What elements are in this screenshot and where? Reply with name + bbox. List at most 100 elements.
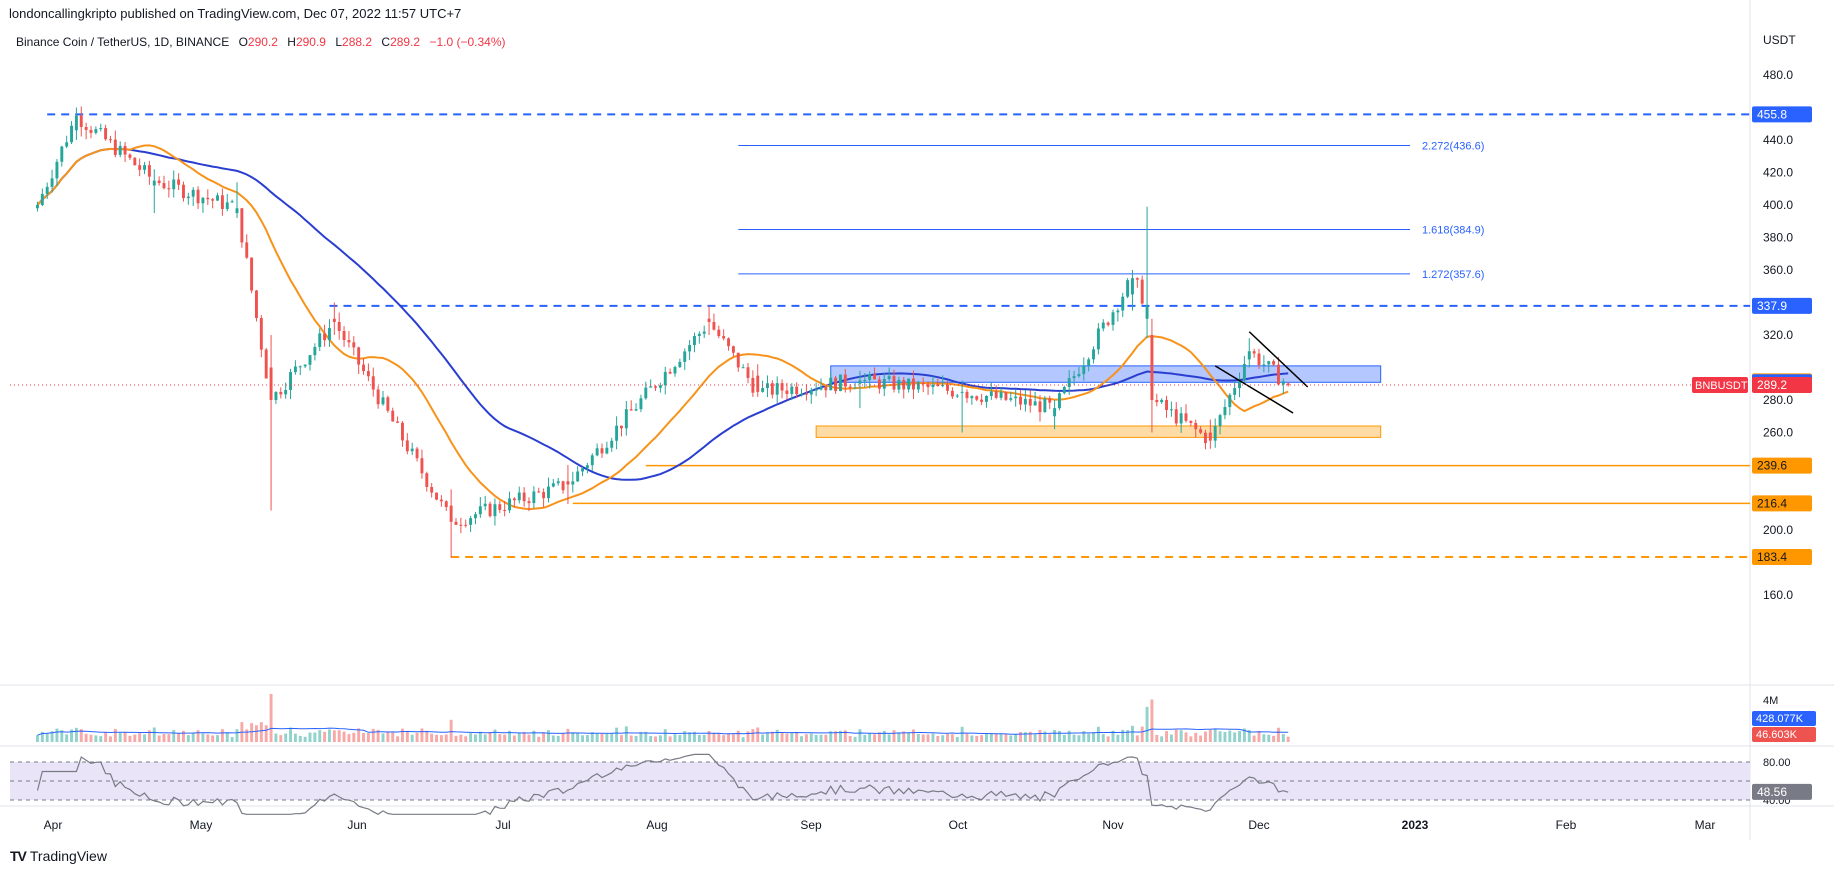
current-price-badge-bg xyxy=(1752,377,1812,394)
volume-bar xyxy=(731,734,735,742)
candle-body xyxy=(318,333,322,347)
candle-body xyxy=(1004,392,1008,400)
candle-body xyxy=(1126,280,1130,297)
fib-level-label: 2.272(436.6) xyxy=(1422,141,1484,153)
candle-body xyxy=(1277,364,1280,385)
currency-label: USDT xyxy=(1763,33,1796,47)
volume-bar xyxy=(435,734,438,742)
candle-body xyxy=(566,481,570,485)
candle-body xyxy=(118,145,122,155)
candle-body xyxy=(40,193,44,205)
candle-body xyxy=(634,409,638,411)
candle-body xyxy=(245,242,249,258)
volume-bar xyxy=(1043,731,1047,742)
candle-body xyxy=(1184,413,1188,421)
candle-body xyxy=(459,524,463,526)
volume-bar xyxy=(36,735,39,742)
candle-body xyxy=(449,505,453,522)
candle-body xyxy=(590,455,594,466)
volume-bar xyxy=(571,732,575,742)
candle-body xyxy=(264,349,268,379)
volume-bar xyxy=(147,730,151,742)
candle-body xyxy=(230,201,234,203)
price-badge: 183.4 xyxy=(1757,550,1787,564)
candle-body xyxy=(454,521,458,525)
volume-bar xyxy=(707,731,711,742)
candle-body xyxy=(123,145,127,155)
candle-body xyxy=(668,371,672,374)
candle-body xyxy=(727,338,730,347)
volume-bar xyxy=(770,731,774,742)
candle-body xyxy=(65,142,69,147)
volume-bar xyxy=(225,732,229,742)
candle-body xyxy=(313,346,317,356)
tradingview-branding[interactable]: TV TradingView xyxy=(10,848,107,864)
candle-body xyxy=(1092,349,1095,360)
volume-bar xyxy=(863,734,867,742)
volume-bar xyxy=(1262,734,1266,742)
volume-bar xyxy=(746,731,750,742)
volume-bar xyxy=(1135,735,1139,742)
volume-bar xyxy=(123,731,127,742)
candle-body xyxy=(147,165,151,177)
volume-bar xyxy=(882,730,886,742)
candle-body xyxy=(702,331,706,334)
volume-bar xyxy=(45,732,49,742)
volume-bar xyxy=(1092,732,1095,742)
volume-bar xyxy=(1238,730,1241,742)
ma-50-line xyxy=(36,147,1289,481)
candle-body xyxy=(225,202,229,209)
volume-bar xyxy=(741,737,745,742)
y-tick-label: 360.0 xyxy=(1763,263,1793,277)
volume-bar xyxy=(1213,728,1217,742)
candle-body xyxy=(697,333,701,337)
volume-bar xyxy=(74,727,78,742)
candle-body xyxy=(152,180,156,186)
candle-body xyxy=(337,322,341,332)
candle-body xyxy=(926,384,930,388)
volume-bar xyxy=(795,733,799,742)
volume-bar xyxy=(1053,729,1057,742)
candle-body xyxy=(887,376,891,380)
volume-bar xyxy=(965,733,969,742)
candle-body xyxy=(1238,380,1241,389)
volume-bar xyxy=(634,735,638,742)
candle-body xyxy=(615,425,619,441)
x-tick-label: Jun xyxy=(347,818,366,832)
volume-bar xyxy=(245,729,249,742)
candle-body xyxy=(362,364,365,372)
volume-bar xyxy=(566,728,570,742)
volume-bar xyxy=(216,735,219,742)
volume-bar xyxy=(1019,732,1022,742)
volume-bar xyxy=(1286,736,1290,742)
candle-body xyxy=(366,371,370,377)
candle-body xyxy=(556,481,560,484)
rsi-line xyxy=(36,753,1289,816)
candle-body xyxy=(916,382,920,390)
volume-bar xyxy=(1155,734,1159,742)
volume-bar xyxy=(858,729,862,742)
candle-body xyxy=(960,391,964,393)
volume-bar xyxy=(425,730,429,742)
volume-bar xyxy=(250,723,254,742)
x-tick-label: Sep xyxy=(800,818,822,832)
volume-bar xyxy=(478,731,482,742)
volume-bar xyxy=(177,733,181,742)
volume-bar xyxy=(532,730,536,742)
symbol-name[interactable]: Binance Coin / TetherUS, 1D, BINANCE xyxy=(16,35,230,49)
volume-bar xyxy=(780,732,784,742)
candle-body xyxy=(1169,409,1173,411)
volume-bar xyxy=(556,735,560,742)
candle-body xyxy=(1062,387,1066,394)
open-label: O xyxy=(238,35,248,49)
candle-body xyxy=(581,468,584,472)
candle-body xyxy=(89,129,93,133)
candle-body xyxy=(206,197,210,200)
tradingview-label: TradingView xyxy=(29,848,107,864)
candle-body xyxy=(829,377,833,391)
candle-body xyxy=(873,374,876,380)
volume-bar xyxy=(401,728,404,742)
y-tick-label: 420.0 xyxy=(1763,166,1793,180)
volume-bar xyxy=(1199,735,1203,742)
